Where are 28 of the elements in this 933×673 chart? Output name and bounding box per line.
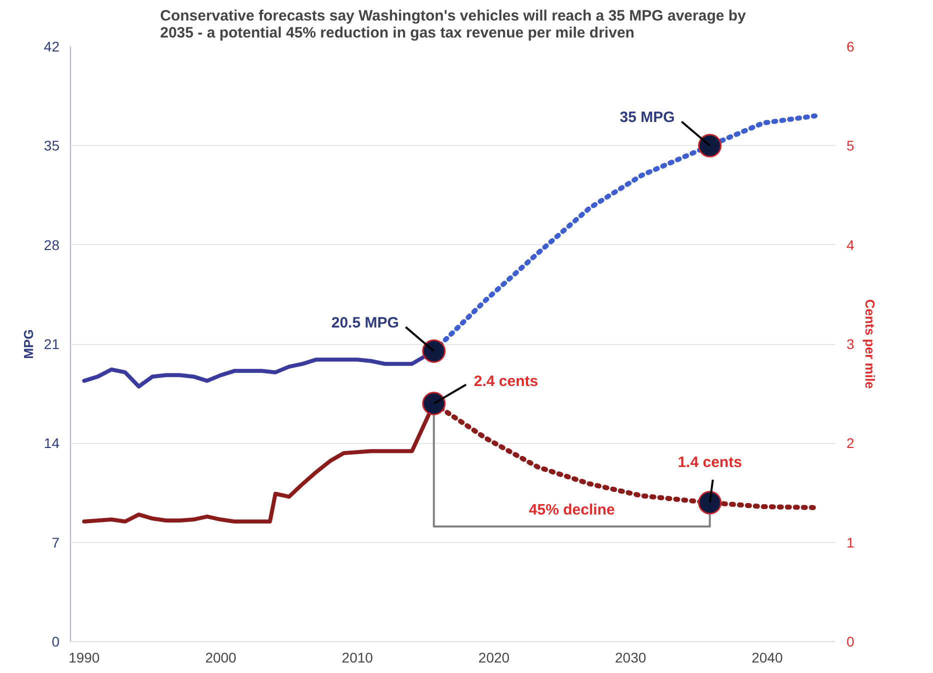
y2-tick-label: 6 (846, 38, 854, 54)
y-tick-label: 21 (44, 336, 60, 352)
y-tick-label: 7 (52, 534, 60, 550)
y2-axis-title: Cents per mile (862, 299, 878, 389)
y2-tick-label: 0 (846, 634, 854, 650)
data-label: 35 MPG (620, 109, 675, 126)
chart-title: Conservative forecasts say Washington's vehicles will reach a 35 MPG average by 2035 - a potential 45% reduction in gas tax revenue per mile driven (160, 8, 747, 42)
x-tick-label: 2000 (205, 650, 237, 666)
y2-tick-label: 3 (846, 336, 854, 352)
data-label: 1.4 cents (678, 454, 742, 472)
y2-tick-label: 5 (846, 138, 854, 154)
y-axis-title: MPG (20, 329, 36, 359)
x-tick-label: 2040 (752, 650, 783, 666)
y-tick-label: 0 (52, 634, 60, 650)
annotation: 45% decline (528, 501, 615, 518)
x-tick-label: 1990 (68, 650, 100, 666)
y2-tick-label: 2 (846, 435, 854, 452)
y2-tick-label: 1 (846, 534, 854, 550)
y2-tick-label: 4 (846, 236, 854, 253)
y-tick-label: 14 (44, 435, 60, 452)
y-tick-label: 42 (44, 38, 60, 54)
data-label: 2.4 cents (474, 373, 538, 390)
y-tick-label: 35 (44, 138, 60, 154)
data-label: 20.5 MPG (331, 314, 399, 332)
y-tick-label: 28 (44, 236, 60, 253)
x-tick-label: 2010 (342, 650, 374, 666)
x-tick-label: 2030 (615, 650, 646, 666)
x-tick-label: 2020 (478, 650, 510, 666)
